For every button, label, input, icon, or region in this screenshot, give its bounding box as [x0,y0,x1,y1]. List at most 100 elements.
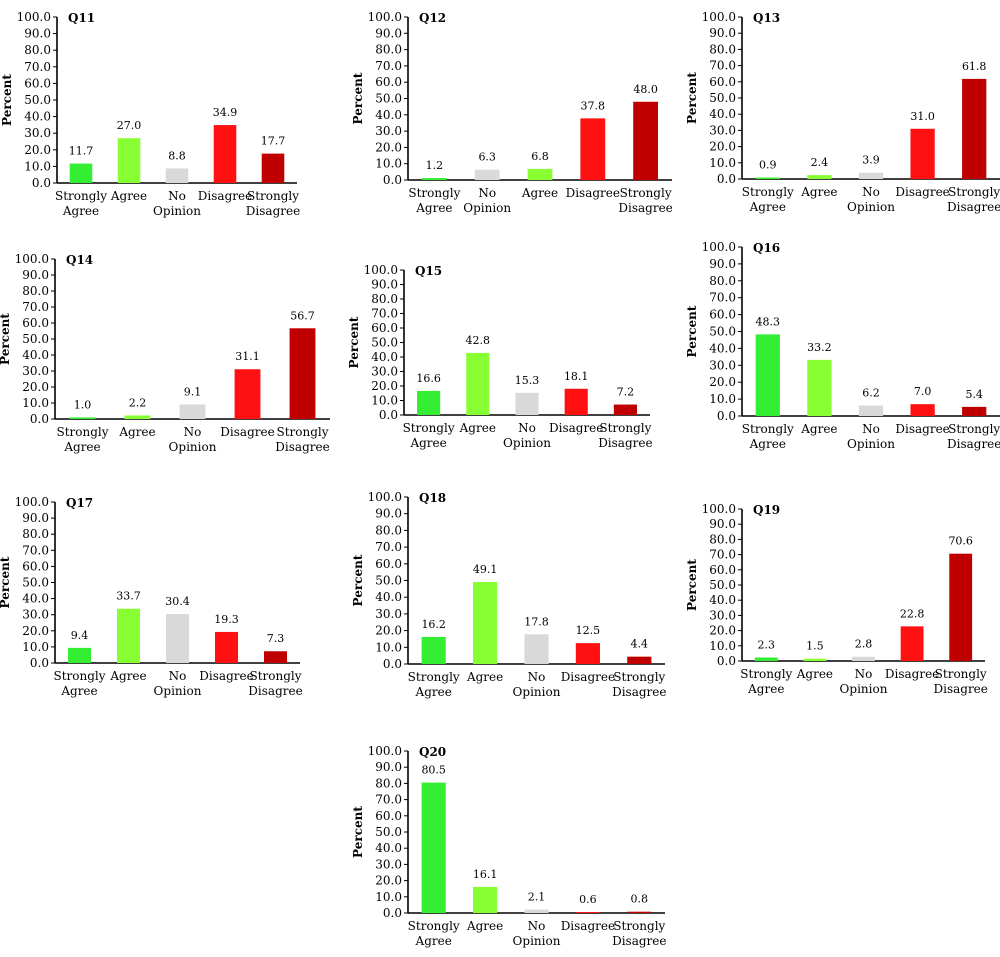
panel-title: Q11 [68,11,95,25]
bar-disagree [900,626,924,661]
bar-agree [473,582,498,664]
y-axis-title: Percent [0,313,12,365]
data-label: 31.1 [235,350,260,363]
data-label: 7.2 [617,386,635,399]
panel-title: Q17 [66,496,93,510]
category-label: No Opinion [503,421,551,450]
category-label: Strongly Disagree [598,421,652,450]
category-label: Strongly Disagree [618,186,672,215]
y-tick-label: 10.0 [709,639,736,653]
panel-title: Q19 [753,503,780,517]
chart-panel-q12: 0.0 10.0 20.0 30.0 40.0 50.0 60.0 70.0 80.0 90.0 1… [351,10,673,215]
data-label: 42.8 [466,334,491,347]
bar-agree [473,886,498,913]
y-axis-title: Percent [347,316,361,368]
category-label: Agree [118,425,155,439]
y-tick-label: 10.0 [375,640,402,654]
category-label: Disagree [895,185,949,199]
category-label: No Opinion [840,667,888,696]
category-label: Agree [800,422,837,436]
y-tick-label: 30.0 [709,358,736,372]
bar-strongly-disagree [962,406,987,416]
bar-no-opinion [165,614,190,663]
y-tick-label: 0.0 [383,906,402,920]
category-label: Strongly Agree [742,185,794,214]
y-tick-label: 100.0 [702,502,736,516]
y-axis-title: Percent [0,556,12,608]
y-tick-label: 50.0 [375,825,402,839]
data-label: 4.4 [631,638,649,651]
category-label: Strongly Agree [53,669,105,698]
y-tick-label: 60.0 [375,557,402,571]
panel-title: Q14 [66,253,93,267]
bar-strongly-disagree [263,651,288,663]
y-tick-label: 10.0 [709,156,736,170]
y-tick-label: 80.0 [709,532,736,546]
category-label: Strongly Agree [408,186,460,215]
bar-strongly-agree [69,417,96,419]
y-tick-label: 70.0 [709,548,736,562]
y-axis-title: Percent [685,72,699,124]
y-tick-label: 20.0 [375,624,402,638]
y-tick-label: 80.0 [709,274,736,288]
category-label: Disagree [895,422,949,436]
data-label: 12.5 [576,624,601,637]
category-label: Strongly Agree [740,667,792,696]
y-tick-label: 80.0 [22,284,49,298]
bar-agree [807,175,832,179]
y-tick-label: 60.0 [22,559,49,573]
y-axis-title: Percent [685,305,699,357]
data-label: 48.3 [756,315,781,328]
data-label: 15.3 [515,374,540,387]
category-label: Disagree [561,919,615,933]
bar-strongly-agree [421,636,446,664]
bar-no-opinion [474,169,500,180]
y-tick-label: 40.0 [709,341,736,355]
y-tick-label: 60.0 [371,321,398,335]
bar-no-opinion [179,404,206,419]
category-label: Strongly Disagree [612,919,666,948]
y-tick-label: 90.0 [22,268,49,282]
y-tick-label: 50.0 [709,578,736,592]
y-tick-label: 70.0 [375,59,402,73]
y-tick-label: 70.0 [709,291,736,305]
category-label: No Opinion [847,185,895,214]
y-tick-label: 30.0 [375,857,402,871]
y-tick-label: 70.0 [375,793,402,807]
category-label: Disagree [885,667,939,681]
y-tick-label: 90.0 [371,278,398,292]
y-tick-label: 80.0 [371,292,398,306]
bar-strongly-disagree [633,101,659,180]
y-tick-label: 30.0 [22,608,49,622]
y-tick-label: 90.0 [709,26,736,40]
category-label: Strongly Disagree [246,189,300,218]
bar-no-opinion [515,392,539,415]
data-label: 61.8 [962,60,987,73]
bar-no-opinion [852,656,875,661]
data-label: 7.3 [267,632,285,645]
y-tick-label: 40.0 [375,590,402,604]
panel-title: Q16 [753,241,780,255]
y-axis-title: Percent [351,72,365,124]
category-label: Strongly Disagree [612,670,666,699]
y-tick-label: 80.0 [375,776,402,790]
data-label: 16.2 [421,618,446,631]
category-label: Strongly Agree [742,422,794,451]
bar-strongly-agree [755,334,780,416]
y-tick-label: 20.0 [375,140,402,154]
category-label: Disagree [549,421,603,435]
bar-disagree [214,631,239,663]
y-tick-label: 0.0 [30,656,49,670]
panel-title: Q15 [415,264,442,278]
data-label: 31.0 [910,110,935,123]
data-label: 2.3 [758,639,776,652]
y-tick-label: 60.0 [24,76,51,90]
y-tick-label: 70.0 [709,59,736,73]
chart-panel-q13: 0.0 10.0 20.0 30.0 40.0 50.0 60.0 70.0 80.0 90.0 1… [685,10,1000,214]
data-label: 1.0 [74,398,92,411]
y-tick-label: 0.0 [717,172,736,186]
bar-no-opinion [858,172,884,179]
bar-strongly-agree [421,178,447,180]
y-tick-label: 30.0 [24,126,51,140]
data-label: 2.1 [528,891,546,904]
